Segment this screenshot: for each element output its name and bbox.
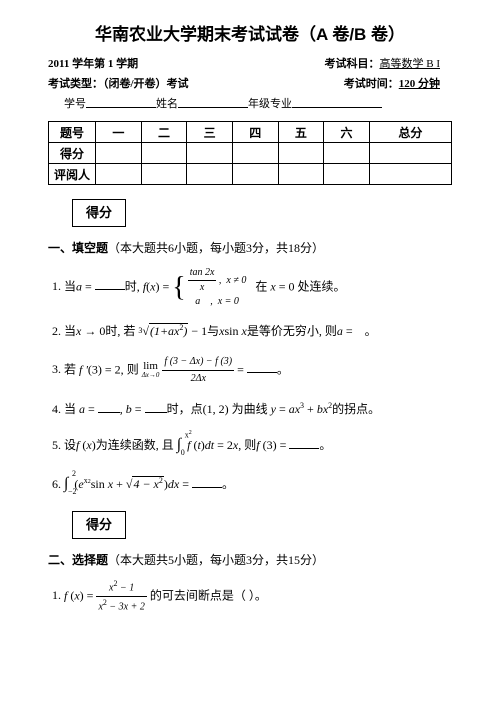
answer-blank bbox=[95, 279, 125, 290]
time-label: 考试时间：120 分钟 bbox=[344, 75, 440, 91]
answer-blank bbox=[145, 402, 167, 413]
section-2-list: f (x) = x2 − 1x2 − 3x + 2 的可去间断点是（ ）。 bbox=[48, 578, 452, 616]
sid-label: 学号 bbox=[64, 95, 86, 111]
grade-label: 年级专业 bbox=[248, 95, 292, 111]
list-item: ∫−22 (ex2sin x + √4 − x2)dx = 。 bbox=[64, 471, 452, 497]
cell: 评阅人 bbox=[49, 164, 96, 185]
section-2-head: 二、选择题（本大题共5小题，每小题3分，共15分） bbox=[48, 551, 452, 568]
list-item: 若 f '(3) = 2, 则 limΔx→0 f (3 − Δx) − f (… bbox=[64, 354, 452, 387]
cell: 四 bbox=[232, 122, 278, 143]
grade-blank bbox=[292, 95, 382, 108]
list-item: 设f (x)为连续函数, 且 ∫0x2 f (t)dt = 2x, 则f (3)… bbox=[64, 432, 452, 458]
page-title: 华南农业大学期末考试试卷（A 卷/B 卷） bbox=[48, 20, 452, 45]
answer-blank bbox=[98, 402, 120, 413]
table-row: 题号 一 二 三 四 五 六 总分 bbox=[49, 122, 452, 143]
list-item: 当 a = , b = 时，点(1, 2) 为曲线 y = ax3 + bx2的… bbox=[64, 400, 452, 419]
answer-blank bbox=[247, 362, 277, 373]
cell: 一 bbox=[96, 122, 142, 143]
semester: 2011 学年第 1 学期 bbox=[48, 55, 138, 71]
table-row: 得分 bbox=[49, 143, 452, 164]
subject-label: 考试科目：高等数学 B I bbox=[325, 55, 441, 71]
name-label: 姓名 bbox=[156, 95, 178, 111]
answer-blank bbox=[192, 477, 222, 488]
cell: 总分 bbox=[369, 122, 451, 143]
score-box: 得分 bbox=[72, 511, 126, 539]
time-value: 120 分钟 bbox=[399, 78, 440, 90]
cell: 六 bbox=[324, 122, 370, 143]
score-table: 题号 一 二 三 四 五 六 总分 得分 评阅人 bbox=[48, 121, 452, 185]
header-line-3: 学号 姓名 年级专业 bbox=[48, 95, 452, 111]
section-1-list: 当a = 时, f(x) = { tan 2xx , x ≠ 0 a , x =… bbox=[48, 266, 452, 497]
sid-blank bbox=[86, 95, 156, 108]
cell: 五 bbox=[278, 122, 324, 143]
list-item: 当a = 时, f(x) = { tan 2xx , x ≠ 0 a , x =… bbox=[64, 266, 452, 309]
answer-blank bbox=[289, 438, 319, 449]
section-1-head: 一、填空题（本大题共6小题，每小题3分，共18分） bbox=[48, 239, 452, 256]
list-item: f (x) = x2 − 1x2 − 3x + 2 的可去间断点是（ ）。 bbox=[64, 578, 452, 616]
name-blank bbox=[178, 95, 248, 108]
cell: 题号 bbox=[49, 122, 96, 143]
table-row: 评阅人 bbox=[49, 164, 452, 185]
exam-type: 考试类型：（闭卷/开卷）考试 bbox=[48, 75, 189, 91]
subject-value: 高等数学 B I bbox=[380, 58, 441, 70]
cell: 得分 bbox=[49, 143, 96, 164]
score-box: 得分 bbox=[72, 199, 126, 227]
header-line-2: 考试类型：（闭卷/开卷）考试 考试时间：120 分钟 bbox=[48, 75, 452, 91]
cell: 三 bbox=[187, 122, 233, 143]
cell: 二 bbox=[141, 122, 187, 143]
header-line-1: 2011 学年第 1 学期 考试科目：高等数学 B I bbox=[48, 55, 452, 71]
list-item: 当x → 0时, 若 3√(1+ax2) − 1与xsin x是等价无穷小, 则… bbox=[64, 322, 452, 341]
